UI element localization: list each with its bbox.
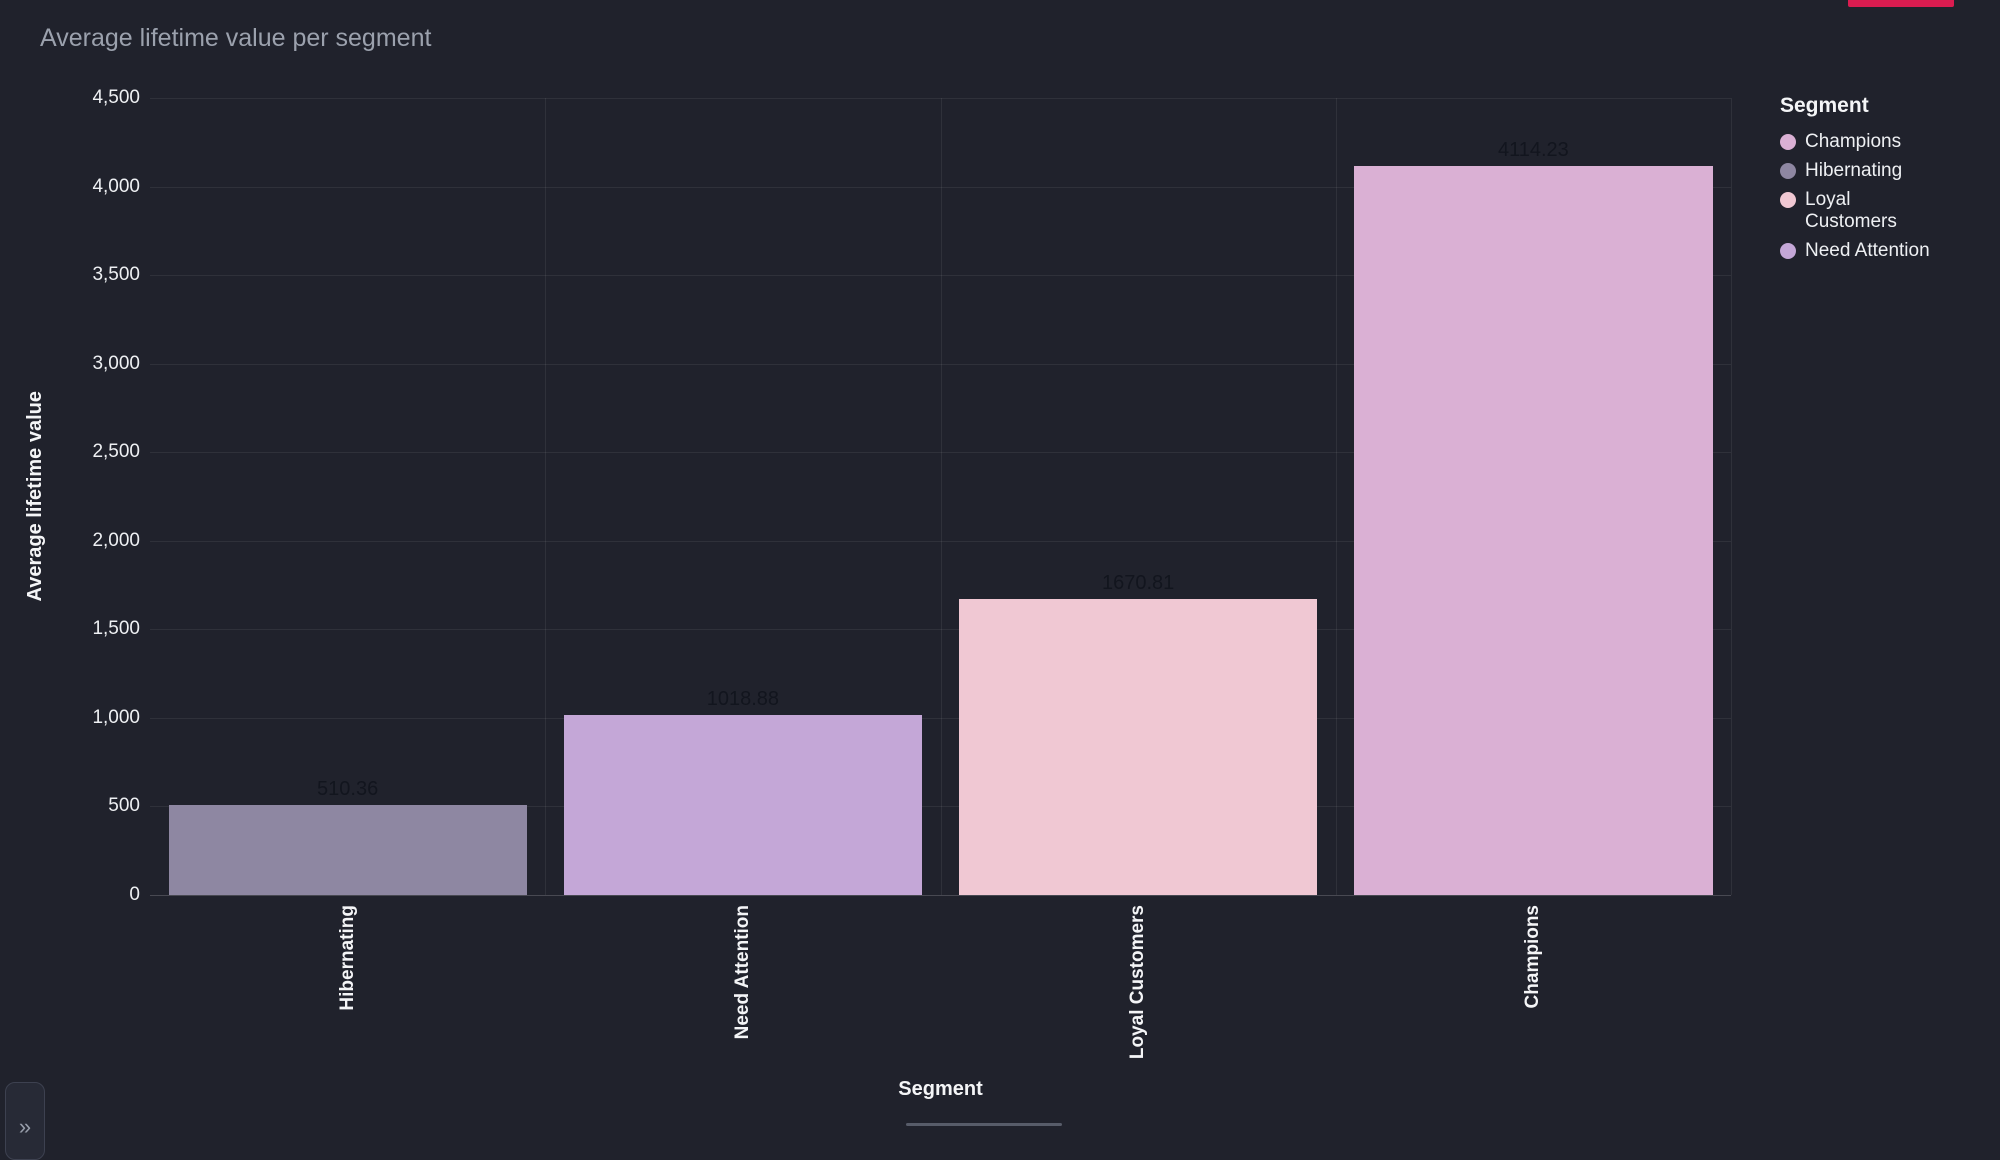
- y-tick-label: 3,500: [92, 264, 140, 286]
- gridline-vertical: [1731, 98, 1732, 895]
- accent-strip: [1848, 0, 1954, 7]
- sidebar-expand-button[interactable]: »: [5, 1082, 45, 1160]
- y-tick-label: 0: [129, 884, 140, 905]
- y-tick-label: 3,000: [92, 352, 140, 374]
- gridline-horizontal: [150, 895, 1731, 896]
- gridline-horizontal: [150, 806, 1731, 808]
- y-axis-title: Average lifetime value: [23, 391, 46, 602]
- bar-champions[interactable]: [1354, 166, 1713, 895]
- legend-item-hibernating[interactable]: Hibernating: [1780, 160, 1952, 182]
- y-tick-label: 2,500: [92, 441, 140, 463]
- legend-item-label: Champions: [1805, 131, 1902, 152]
- x-category-label-wrap: Need Attention: [545, 905, 940, 1085]
- legend-color-dot: [1780, 243, 1796, 259]
- gridline-horizontal: [150, 452, 1731, 454]
- chart-title: Average lifetime value per segment: [40, 24, 432, 52]
- x-category-label-wrap: Hibernating: [150, 905, 545, 1085]
- x-category-label-wrap: Loyal Customers: [941, 905, 1336, 1085]
- gridline-horizontal: [150, 717, 1731, 719]
- x-category-label: Champions: [1522, 905, 1544, 1009]
- y-tick-label: 500: [108, 795, 140, 817]
- gridline-horizontal: [150, 98, 1731, 99]
- legend-item-loyal-customers[interactable]: Loyal Customers: [1780, 189, 1952, 233]
- legend-item-label: Hibernating: [1805, 160, 1903, 181]
- x-category-label-wrap: Champions: [1336, 905, 1731, 1085]
- legend-item-label: Loyal Customers: [1805, 189, 1897, 232]
- bar-value-label: 1670.81: [1101, 572, 1175, 595]
- y-tick-label: 4,000: [92, 175, 140, 197]
- x-category-label: Loyal Customers: [1127, 905, 1149, 1060]
- legend-color-dot: [1780, 163, 1796, 179]
- legend: Segment Champions Hibernating Loyal Custom…: [1780, 94, 1952, 269]
- x-axis-labels: Hibernating Need Attention Loyal Customers…: [150, 905, 1731, 1085]
- gridline-vertical: [940, 98, 942, 895]
- x-scrollbar-thumb[interactable]: [906, 1123, 1062, 1126]
- bar-value-label: 510.36: [317, 777, 379, 800]
- y-tick-label: 4,500: [92, 87, 140, 108]
- y-tick-label: 1,500: [92, 618, 140, 640]
- gridline-horizontal: [150, 629, 1731, 631]
- legend-item-champions[interactable]: Champions: [1780, 131, 1952, 153]
- plot-area: 510.36 1018.88 1670.81 4114.23: [150, 98, 1732, 896]
- legend-item-label: Need Attention: [1805, 240, 1930, 261]
- legend-color-dot: [1780, 192, 1796, 208]
- x-category-label: Need Attention: [731, 905, 753, 1040]
- gridline-horizontal: [150, 363, 1731, 365]
- bar-hibernating[interactable]: [168, 804, 527, 895]
- gridline-vertical: [1335, 98, 1337, 895]
- bar-need-attention[interactable]: [563, 714, 922, 895]
- bar-value-label: 4114.23: [1497, 139, 1569, 162]
- gridline-horizontal: [150, 275, 1731, 277]
- legend-title: Segment: [1780, 94, 1869, 117]
- bar-loyal-customers[interactable]: [959, 599, 1318, 895]
- legend-items: Champions Hibernating Loyal Customers Need …: [1780, 131, 1952, 262]
- x-category-label: Hibernating: [336, 905, 358, 1011]
- legend-color-dot: [1780, 134, 1796, 150]
- legend-item-need-attention[interactable]: Need Attention: [1780, 240, 1952, 262]
- x-axis-title: Segment: [898, 1078, 983, 1100]
- gridline-vertical: [545, 98, 547, 895]
- y-axis-title-wrap: Average lifetime value: [20, 98, 50, 895]
- bar-value-label: 1018.88: [706, 687, 780, 710]
- y-tick-label: 1,000: [92, 706, 140, 728]
- gridline-horizontal: [150, 540, 1731, 542]
- gridline-horizontal: [150, 186, 1731, 188]
- y-tick-label: 2,000: [92, 529, 140, 551]
